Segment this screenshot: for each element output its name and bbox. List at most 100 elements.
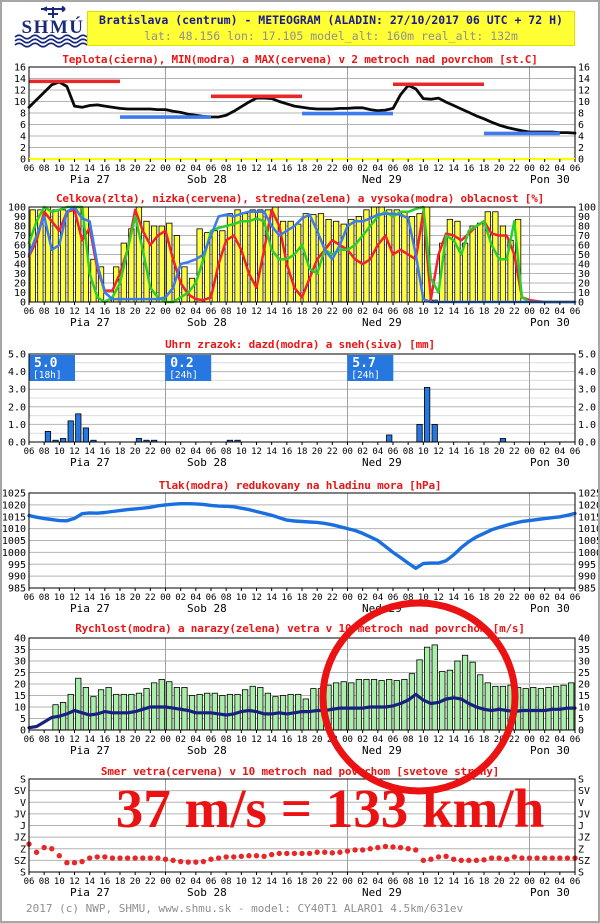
svg-text:22: 22 [327,877,338,887]
svg-text:10: 10 [54,593,65,603]
svg-text:35: 35 [578,645,590,656]
svg-text:04: 04 [190,307,201,317]
svg-text:12: 12 [69,877,80,887]
svg-text:Ned 29: Ned 29 [362,316,402,329]
svg-text:08: 08 [221,735,232,745]
svg-text:20: 20 [578,279,590,290]
svg-text:5.0: 5.0 [34,356,58,371]
shmu-logo: SHMÚ [14,5,88,48]
svg-text:02: 02 [357,307,368,317]
svg-text:04: 04 [372,307,383,317]
svg-text:20: 20 [130,877,141,887]
svg-text:20: 20 [312,593,323,603]
svg-text:00: 00 [524,307,535,317]
svg-text:00: 00 [160,307,171,317]
svg-text:0: 0 [20,155,26,166]
svg-text:SZ: SZ [578,856,590,867]
svg-text:5: 5 [578,714,584,725]
svg-text:06: 06 [388,877,399,887]
svg-text:20: 20 [494,307,505,317]
svg-text:16: 16 [281,164,292,174]
svg-text:14: 14 [84,447,95,457]
svg-text:16: 16 [463,735,474,745]
svg-text:22: 22 [509,307,520,317]
svg-text:22: 22 [145,593,156,603]
svg-text:[24h]: [24h] [169,370,198,381]
svg-text:16: 16 [281,735,292,745]
svg-text:04: 04 [372,447,383,457]
svg-text:Pon 30: Pon 30 [530,316,570,329]
svg-text:08: 08 [39,447,50,457]
svg-text:00: 00 [342,735,353,745]
svg-text:20: 20 [130,307,141,317]
svg-text:Pia 27: Pia 27 [70,456,110,469]
svg-text:18: 18 [479,877,490,887]
svg-text:00: 00 [524,447,535,457]
svg-text:20: 20 [130,447,141,457]
svg-text:08: 08 [403,877,414,887]
svg-text:20: 20 [494,447,505,457]
svg-text:12: 12 [69,593,80,603]
svg-text:02: 02 [539,164,550,174]
svg-text:06: 06 [388,164,399,174]
svg-text:06: 06 [570,164,581,174]
svg-text:00: 00 [342,877,353,887]
svg-text:16: 16 [463,164,474,174]
svg-text:Pon 30: Pon 30 [530,602,570,615]
svg-text:[18h]: [18h] [33,370,62,381]
svg-text:12: 12 [251,307,262,317]
svg-text:20: 20 [312,164,323,174]
svg-text:Ned 29: Ned 29 [362,173,402,186]
svg-text:12: 12 [69,735,80,745]
svg-text:04: 04 [554,735,565,745]
svg-text:10: 10 [14,288,26,299]
svg-text:20: 20 [130,593,141,603]
svg-text:1005: 1005 [578,536,598,547]
svg-text:12: 12 [251,735,262,745]
svg-text:00: 00 [160,164,171,174]
svg-text:Pon 30: Pon 30 [530,173,570,186]
svg-text:20: 20 [130,735,141,745]
svg-text:2.0: 2.0 [578,402,596,413]
gust-annotation-circle [319,599,519,795]
svg-text:02: 02 [357,593,368,603]
svg-text:00: 00 [160,593,171,603]
svg-text:5: 5 [20,714,26,725]
svg-text:12: 12 [578,86,590,97]
svg-text:00: 00 [524,735,535,745]
svg-text:JZ: JZ [578,833,590,844]
svg-text:16: 16 [463,593,474,603]
svg-text:50: 50 [578,250,590,261]
panel-title-cloudiness: Celkova(zlta), nizka(cervena), stredna(z… [55,192,545,205]
svg-text:04: 04 [554,307,565,317]
svg-text:10: 10 [54,735,65,745]
svg-text:80: 80 [14,222,26,233]
svg-text:25: 25 [578,668,590,679]
svg-text:35: 35 [14,645,26,656]
svg-text:20: 20 [494,877,505,887]
logo-text: SHMÚ [22,16,85,38]
svg-text:06: 06 [388,307,399,317]
svg-text:S: S [578,775,584,786]
svg-text:14: 14 [84,735,95,745]
panel-title-wind-speed: Rychlost(modra) a narazy(zelena) vetra v… [75,622,525,635]
svg-text:6: 6 [578,120,584,131]
svg-text:1.0: 1.0 [8,420,26,431]
svg-text:06: 06 [570,877,581,887]
svg-text:10: 10 [236,593,247,603]
svg-text:15: 15 [578,691,590,702]
svg-text:14: 14 [266,447,277,457]
svg-text:2: 2 [20,143,26,154]
svg-text:10: 10 [418,593,429,603]
svg-text:06: 06 [206,307,217,317]
svg-text:06: 06 [24,164,35,174]
svg-text:12: 12 [433,877,444,887]
svg-text:14: 14 [266,735,277,745]
svg-text:990: 990 [8,572,26,583]
svg-text:20: 20 [312,735,323,745]
svg-text:JV: JV [14,809,26,820]
svg-text:16: 16 [463,307,474,317]
svg-text:02: 02 [539,877,550,887]
svg-text:06: 06 [570,447,581,457]
header-title: Bratislava (centrum) - METEOGRAM (ALADIN… [99,13,563,27]
